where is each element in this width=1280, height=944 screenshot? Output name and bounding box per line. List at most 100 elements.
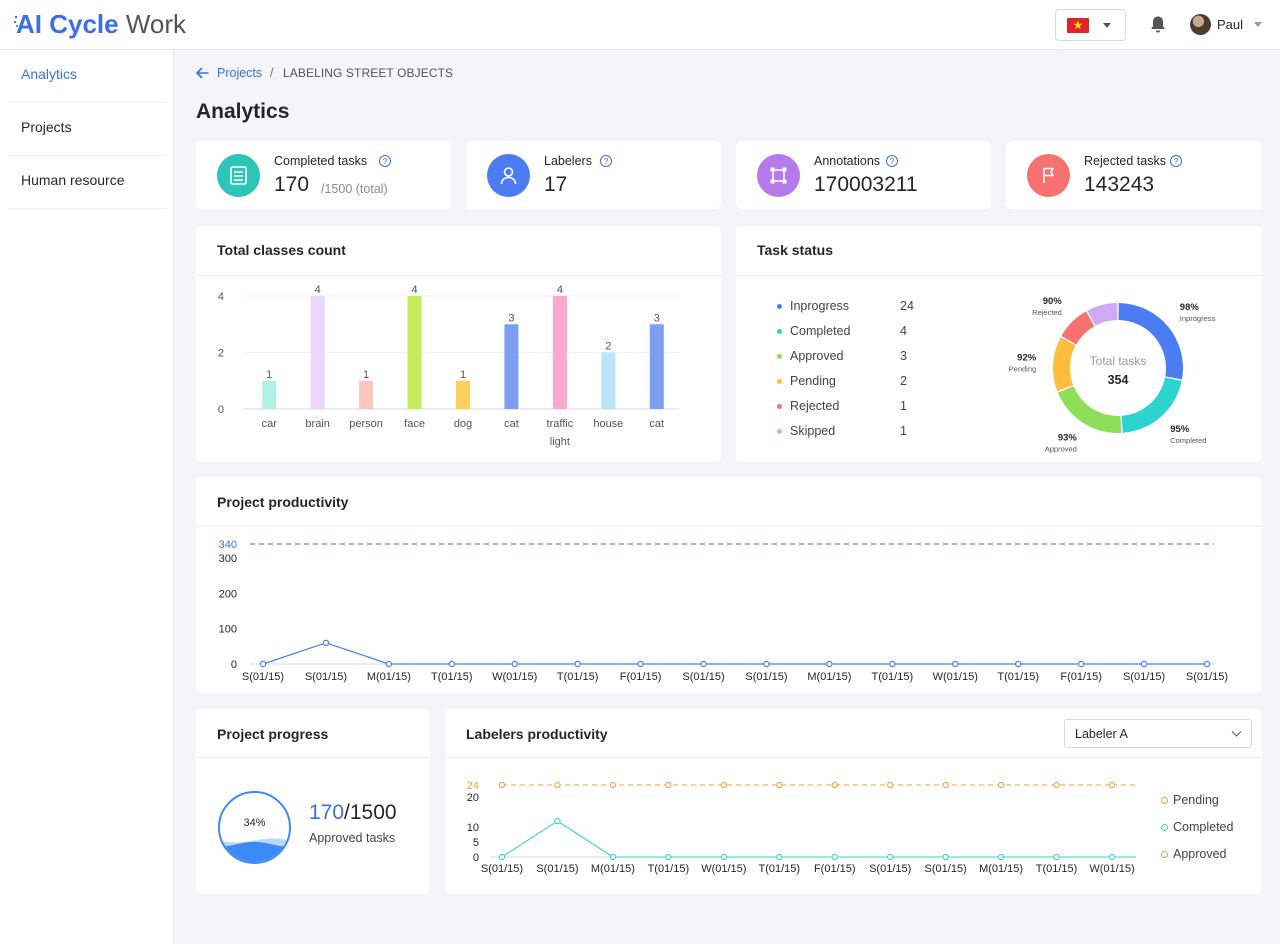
bar-value-label: 1 <box>363 369 369 381</box>
donut-center-label: Total tasks <box>1090 354 1147 368</box>
x-tick-label: F(01/15) <box>1060 671 1102 683</box>
help-icon[interactable]: ? <box>600 155 612 167</box>
user-icon <box>487 154 530 197</box>
legend-dot <box>777 329 782 334</box>
x-tick-label: S(01/15) <box>682 671 724 683</box>
chevron-down-icon[interactable] <box>1254 22 1262 27</box>
x-tick-label: M(01/15) <box>367 671 411 683</box>
help-icon[interactable]: ? <box>379 155 391 167</box>
data-point <box>776 853 783 861</box>
bar <box>359 380 374 409</box>
x-tick-label: cat <box>504 418 519 430</box>
donut-slice-name: Rejected <box>1032 308 1062 317</box>
classes-bar-chart: 0 2 4 1 car 4 brain 1 person 4 face 1 dog 3 cat 4 traffi… <box>218 284 679 448</box>
x-tick-label: S(01/15) <box>305 671 347 683</box>
x-tick-label: W(01/15) <box>933 671 978 683</box>
legend-label: Inprogress <box>790 299 850 313</box>
caret-down-icon <box>1103 23 1111 28</box>
x-tick-label: S(01/15) <box>1186 671 1228 683</box>
x-tick-label: M(01/15) <box>807 671 851 683</box>
x-tick-label: S(01/15) <box>242 671 284 683</box>
x-tick-label: S(01/15) <box>925 863 967 875</box>
card-title: Total classes count <box>217 242 346 258</box>
donut-slice-name: Completed <box>1170 436 1206 445</box>
x-tick-label: T(01/15) <box>557 671 599 683</box>
data-point <box>665 853 672 861</box>
breadcrumb-projects-link[interactable]: Projects <box>217 66 263 80</box>
legend-label: Pending <box>1173 793 1219 807</box>
progress-subtitle: Approved tasks <box>309 831 396 845</box>
data-point <box>609 781 617 789</box>
x-tick-label: W(01/15) <box>492 671 537 683</box>
divider <box>736 275 1262 276</box>
classes-count-card: Total classes count 0 2 4 1 car 4 brain 1 person… <box>196 226 721 462</box>
data-point <box>720 781 727 789</box>
bar <box>310 296 325 409</box>
bar <box>456 380 470 409</box>
donut-slice-percent: 92% <box>1017 352 1037 363</box>
help-icon[interactable]: ? <box>1170 155 1182 167</box>
data-point <box>887 781 894 789</box>
x-tick-label: S(01/15) <box>536 863 578 875</box>
bar <box>649 324 664 409</box>
data-point <box>1140 660 1148 668</box>
bar-value-label: 3 <box>508 312 514 324</box>
bounding-box-icon <box>757 154 800 197</box>
language-select[interactable] <box>1055 9 1126 41</box>
x-tick-label: S(01/15) <box>745 671 787 683</box>
donut-slice-name: Pending <box>1009 364 1037 373</box>
avatar[interactable] <box>1190 14 1211 35</box>
donut-slice <box>1118 303 1183 380</box>
back-arrow-icon[interactable] <box>195 66 209 80</box>
x-tick-label: W(01/15) <box>701 863 746 875</box>
labelers-line-chart: 24 0 5 10 20 S(01/15) S(01/15) M(01/15) T(01/15)… <box>467 780 1136 875</box>
stat-card-annotations: Annotations ? 170003211 <box>736 141 991 209</box>
y-tick-label: 0 <box>231 659 237 671</box>
y-tick-label: 200 <box>219 588 237 600</box>
data-point <box>942 853 949 861</box>
stat-total: /1500 (total) <box>321 182 388 196</box>
x-tick-label: T(01/15) <box>1036 863 1078 875</box>
task-status-donut: Total tasks 354 98%Inprogress 95%Completed 9… <box>1009 296 1216 454</box>
divider <box>196 526 1262 527</box>
x-tick-label: S(01/15) <box>481 863 523 875</box>
data-point <box>997 853 1005 861</box>
y-tick-label: 100 <box>219 624 237 636</box>
divider <box>445 757 1262 758</box>
bar-value-label: 1 <box>266 369 272 381</box>
project-progress-card: Project progress 34% 170/1500 Approved t… <box>196 709 430 894</box>
stat-value: 143243 <box>1084 173 1155 196</box>
page-title: Analytics <box>196 100 290 123</box>
data-point <box>1015 660 1022 668</box>
divider <box>196 275 721 276</box>
data-point <box>554 781 561 789</box>
bar-value-label: 4 <box>315 284 321 296</box>
data-point <box>1053 781 1060 789</box>
stat-label: Rejected tasks <box>1084 154 1166 168</box>
sidebar-item-projects[interactable]: Projects <box>8 103 167 156</box>
data-point <box>700 660 707 668</box>
user-name[interactable]: Paul <box>1217 17 1244 32</box>
logo-work-text: Work <box>125 9 187 39</box>
help-icon[interactable]: ? <box>886 155 898 167</box>
labeler-select[interactable]: Labeler A <box>1064 719 1252 748</box>
x-tick-label: T(01/15) <box>648 863 690 875</box>
data-point <box>889 660 896 668</box>
logo-sparkle-icon <box>13 15 18 27</box>
data-point <box>1077 660 1085 668</box>
data-point <box>952 660 959 668</box>
data-point <box>826 660 833 668</box>
legend-dot <box>777 404 782 409</box>
bell-icon[interactable] <box>1149 15 1167 35</box>
donut-slice-percent: 98% <box>1180 302 1200 313</box>
sidebar-item-analytics[interactable]: Analytics <box>8 50 167 103</box>
sidebar-item-human-resource[interactable]: Human resource <box>8 156 167 209</box>
x-tick-label: cat <box>649 418 664 430</box>
legend-label: Approved <box>790 349 844 363</box>
x-tick-label: face <box>404 418 425 430</box>
x-tick-label: T(01/15) <box>872 671 914 683</box>
top-header: AI Cycle Work Paul <box>0 0 1280 50</box>
stat-label: Labelers <box>544 154 592 168</box>
x-tick-label: F(01/15) <box>620 671 662 683</box>
app-logo[interactable]: AI Cycle Work <box>13 9 187 39</box>
